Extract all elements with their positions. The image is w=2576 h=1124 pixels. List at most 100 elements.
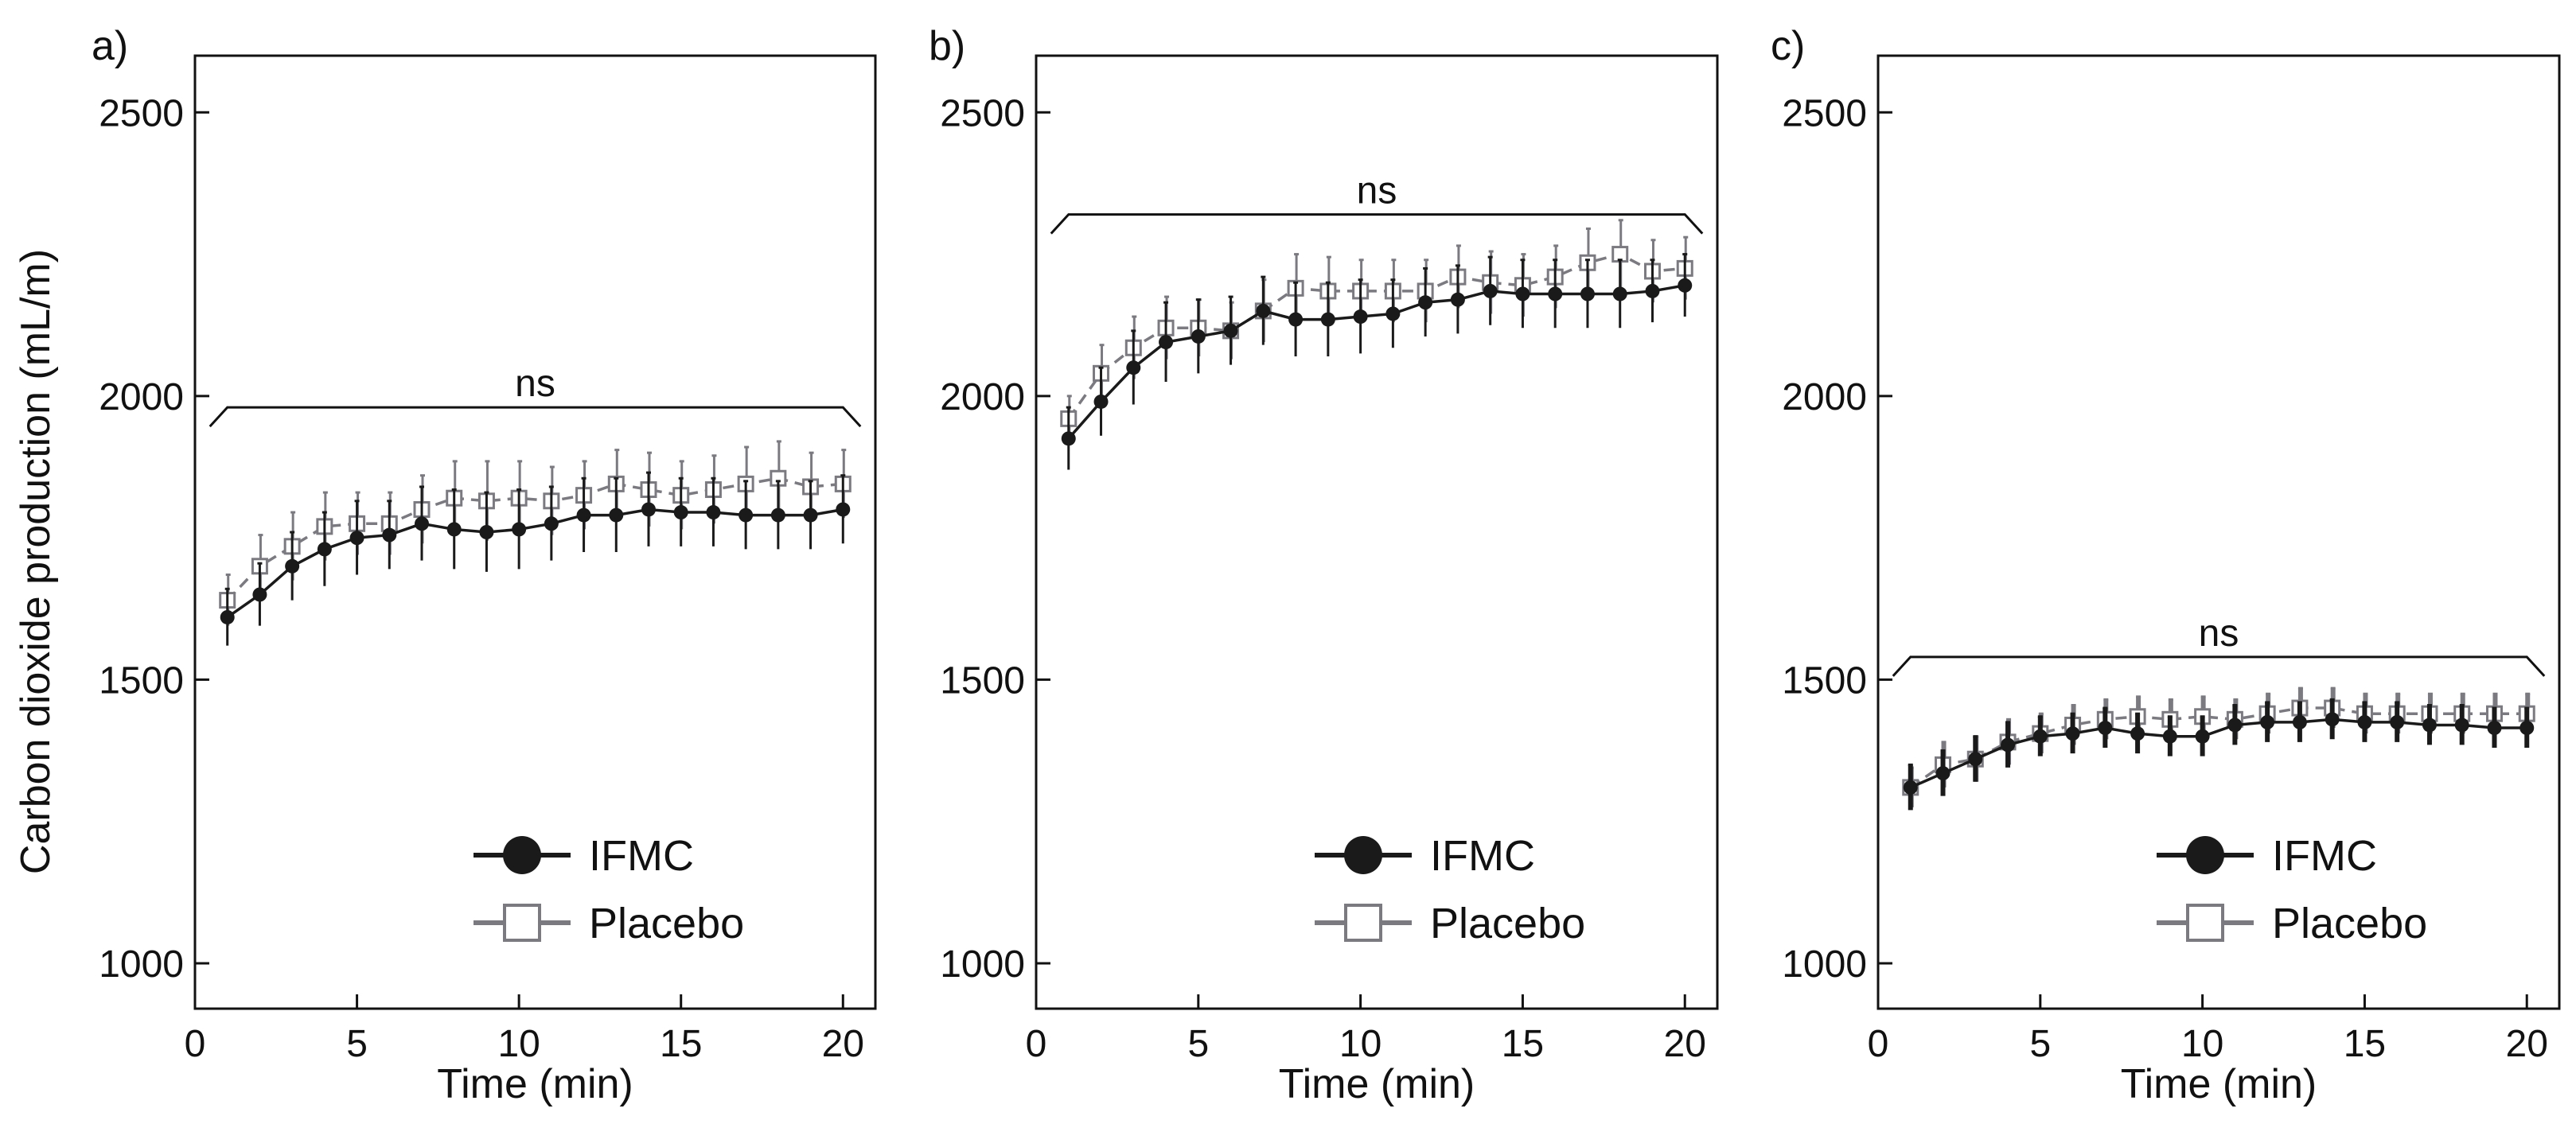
- significance-label: ns: [515, 363, 555, 405]
- data-point-ifmc: [2001, 737, 2016, 753]
- data-point-ifmc: [2487, 721, 2502, 736]
- significance-label: ns: [2199, 613, 2239, 655]
- data-point-ifmc: [349, 531, 364, 546]
- legend-marker-placebo: [2186, 904, 2224, 942]
- y-tick-label: 2000: [1782, 376, 1867, 418]
- data-point-ifmc: [770, 508, 785, 523]
- data-point-ifmc: [706, 505, 721, 520]
- data-point-ifmc: [739, 508, 754, 523]
- data-point-ifmc: [2195, 729, 2210, 744]
- data-point-ifmc: [1320, 312, 1335, 327]
- x-tick-label: 0: [185, 1023, 206, 1065]
- plot-frame: [1035, 54, 1719, 1010]
- plot-frame: [1876, 54, 2561, 1010]
- x-tick-label: 15: [660, 1023, 702, 1065]
- panel-label: c): [1771, 23, 1805, 69]
- x-tick-label: 20: [1664, 1023, 1706, 1065]
- x-tick-label: 10: [2181, 1023, 2223, 1065]
- y-tick-label: 2500: [1782, 92, 1867, 134]
- data-point-ifmc: [2065, 726, 2080, 741]
- panel-label: a): [92, 23, 128, 69]
- data-point-ifmc: [2325, 712, 2340, 727]
- y-tick-label: 1000: [1782, 943, 1867, 986]
- legend-label: Placebo: [1430, 900, 1585, 947]
- y-tick-label: 1500: [940, 659, 1025, 702]
- y-tick-label: 1500: [99, 659, 184, 702]
- data-point-ifmc: [1093, 394, 1109, 409]
- data-point-ifmc: [2292, 714, 2307, 729]
- panel-label: b): [929, 23, 965, 69]
- panel-b: b) 1000 1500 2000 2500 0 5 10 15 20 Time (min) ns IF…: [929, 23, 1719, 1107]
- data-point-ifmc: [1061, 431, 1076, 446]
- data-point-ifmc: [803, 508, 818, 523]
- data-point-ifmc: [2519, 721, 2535, 736]
- data-point-ifmc: [479, 525, 494, 539]
- data-point-ifmc: [1223, 323, 1238, 338]
- x-tick-label: 5: [346, 1023, 368, 1065]
- significance-bracket: [1050, 213, 1704, 235]
- x-tick-label: 15: [2344, 1023, 2386, 1065]
- legend-label: IFMC: [589, 832, 694, 880]
- data-point-ifmc: [1191, 329, 1206, 344]
- significance-bracket: [208, 406, 862, 428]
- data-point-ifmc: [836, 502, 851, 517]
- data-point-ifmc: [1548, 286, 1563, 301]
- y-axis-title: Carbon dioxide production (mL/m): [13, 249, 59, 874]
- x-axis-title: Time (min): [1279, 1061, 1475, 1107]
- data-point-ifmc: [2098, 721, 2113, 736]
- data-point-ifmc: [1483, 283, 1498, 298]
- data-point-ifmc: [2227, 718, 2243, 733]
- data-point-ifmc: [1903, 780, 1918, 795]
- data-point-ifmc: [1645, 283, 1660, 298]
- legend-marker-ifmc: [2186, 836, 2224, 874]
- panel-c: c) 1000 1500 2000 2500 0 5 10 15 20 Time (min) ns IF…: [1771, 23, 2561, 1107]
- data-point-ifmc: [1353, 309, 1368, 325]
- data-point-ifmc: [285, 558, 300, 574]
- data-point-ifmc: [317, 542, 332, 557]
- legend-marker-ifmc: [503, 836, 541, 874]
- x-axis-title: Time (min): [2121, 1061, 2317, 1107]
- x-tick-label: 20: [2506, 1023, 2548, 1065]
- legend-marker-ifmc: [1344, 836, 1382, 874]
- plot-frame: [193, 54, 877, 1010]
- series-line-placebo: [1067, 252, 1686, 420]
- y-tick-label: 2500: [940, 92, 1025, 134]
- data-point-ifmc: [544, 516, 559, 531]
- y-tick-label: 1000: [940, 943, 1025, 986]
- data-point-ifmc: [609, 508, 624, 523]
- data-point-ifmc: [446, 522, 462, 537]
- data-point-ifmc: [1126, 360, 1141, 375]
- data-point-ifmc: [415, 516, 429, 531]
- y-tick-label: 1500: [1782, 659, 1867, 702]
- y-tick-label: 1000: [99, 943, 184, 986]
- legend-label: IFMC: [1430, 832, 1535, 880]
- significance-bracket: [1892, 655, 2546, 677]
- data-point-ifmc: [1418, 295, 1433, 310]
- data-point-ifmc: [512, 522, 527, 537]
- significance-label: ns: [1357, 170, 1397, 212]
- x-tick-label: 10: [1339, 1023, 1382, 1065]
- legend-marker-placebo: [1344, 904, 1382, 942]
- y-tick-label: 2500: [99, 92, 184, 134]
- data-point-ifmc: [1968, 752, 1983, 767]
- data-point-ifmc: [1450, 292, 1465, 307]
- series-line-ifmc: [1067, 284, 1686, 440]
- data-point-ifmc: [1678, 278, 1693, 293]
- series-line-placebo: [226, 476, 844, 601]
- x-axis-title: Time (min): [437, 1061, 633, 1107]
- data-point-ifmc: [1256, 303, 1271, 318]
- data-point-ifmc: [382, 527, 397, 543]
- x-tick-label: 0: [1026, 1023, 1047, 1065]
- data-point-ifmc: [2260, 714, 2275, 729]
- error-bars-ifmc: [1066, 253, 1688, 470]
- legend-label: IFMC: [2272, 832, 2377, 880]
- data-point-ifmc: [2454, 718, 2469, 733]
- data-point-ifmc: [252, 587, 267, 602]
- data-point-ifmc: [641, 502, 656, 517]
- x-tick-label: 5: [2029, 1023, 2051, 1065]
- data-point-ifmc: [2162, 729, 2177, 744]
- data-point-ifmc: [1159, 335, 1174, 350]
- data-point-ifmc: [1288, 312, 1304, 327]
- data-point-ifmc: [2032, 729, 2048, 744]
